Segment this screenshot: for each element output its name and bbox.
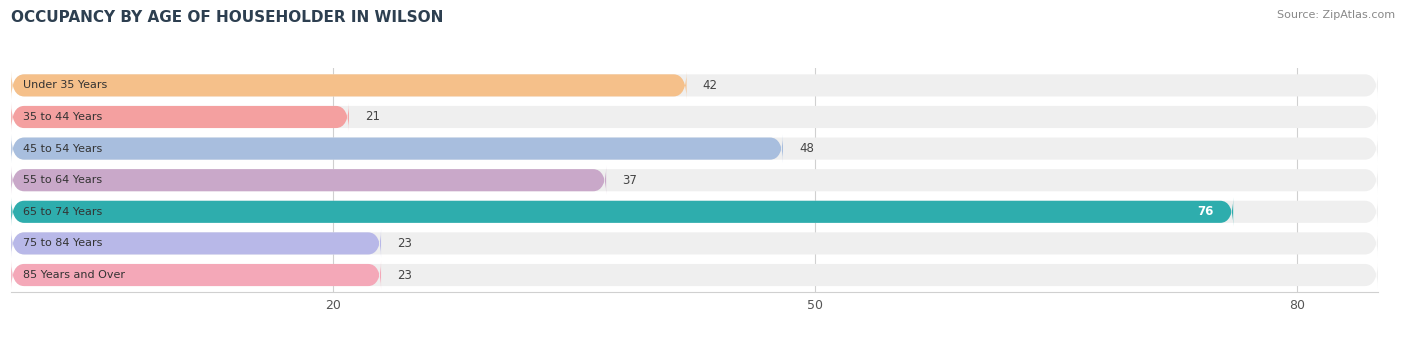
Text: 55 to 64 Years: 55 to 64 Years [22, 175, 101, 185]
Text: OCCUPANCY BY AGE OF HOUSEHOLDER IN WILSON: OCCUPANCY BY AGE OF HOUSEHOLDER IN WILSO… [11, 10, 444, 25]
FancyBboxPatch shape [11, 134, 783, 163]
Text: 42: 42 [703, 79, 717, 92]
FancyBboxPatch shape [11, 229, 1378, 258]
Text: Source: ZipAtlas.com: Source: ZipAtlas.com [1277, 10, 1395, 20]
Text: 45 to 54 Years: 45 to 54 Years [22, 143, 101, 154]
FancyBboxPatch shape [11, 198, 1233, 226]
Text: 23: 23 [396, 269, 412, 282]
FancyBboxPatch shape [11, 261, 381, 289]
Text: 35 to 44 Years: 35 to 44 Years [22, 112, 101, 122]
Text: Under 35 Years: Under 35 Years [22, 80, 107, 90]
FancyBboxPatch shape [11, 166, 606, 194]
FancyBboxPatch shape [11, 261, 1378, 289]
FancyBboxPatch shape [11, 71, 1378, 100]
FancyBboxPatch shape [11, 229, 381, 258]
FancyBboxPatch shape [11, 103, 349, 131]
FancyBboxPatch shape [11, 134, 1378, 163]
Text: 23: 23 [396, 237, 412, 250]
Text: 75 to 84 Years: 75 to 84 Years [22, 238, 101, 249]
Text: 65 to 74 Years: 65 to 74 Years [22, 207, 101, 217]
Text: 37: 37 [623, 174, 637, 187]
FancyBboxPatch shape [11, 166, 1378, 194]
FancyBboxPatch shape [11, 71, 686, 100]
Text: 48: 48 [799, 142, 814, 155]
Text: 85 Years and Over: 85 Years and Over [22, 270, 125, 280]
FancyBboxPatch shape [11, 103, 1378, 131]
Text: 21: 21 [366, 110, 380, 123]
FancyBboxPatch shape [11, 198, 1378, 226]
Text: 76: 76 [1198, 205, 1213, 218]
